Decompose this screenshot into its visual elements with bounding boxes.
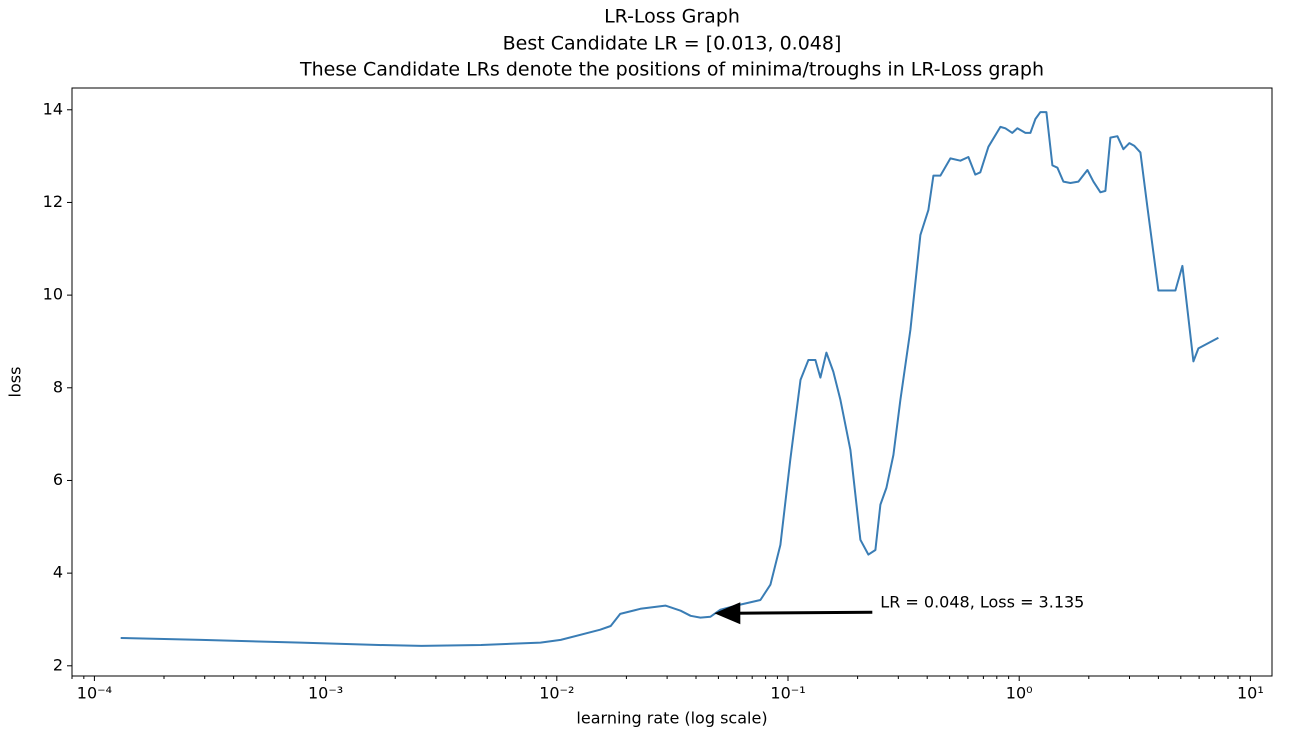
data-line: [120, 111, 1219, 647]
y-tick-label: 12: [43, 192, 63, 211]
y-tick-label: 8: [53, 377, 63, 396]
y-tick-label: 4: [53, 563, 63, 582]
x-tick-label: 10⁻²: [539, 684, 574, 703]
x-tick-label: 10⁰: [1006, 684, 1033, 703]
y-tick-label: 2: [53, 655, 63, 674]
x-tick-label: 10¹: [1237, 684, 1264, 703]
y-tick-label: 14: [43, 99, 63, 118]
x-tick-label: 10⁻³: [308, 684, 343, 703]
y-tick-label: 10: [43, 285, 63, 304]
annotation-arrow: [734, 610, 873, 615]
y-tick-label: 6: [53, 470, 63, 489]
y-axis-label: loss: [6, 367, 25, 398]
chart-subtitle: Best Candidate LR = [0.013, 0.048]: [503, 33, 842, 55]
annotation-text: LR = 0.048, Loss = 3.135: [880, 593, 1084, 612]
chart-title: LR-Loss Graph: [604, 6, 740, 28]
x-tick-label: 10⁻¹: [770, 684, 805, 703]
chart-subtitle: These Candidate LRs denote the positions…: [299, 59, 1044, 81]
annotation-arrowhead: [714, 602, 741, 625]
plot-frame: [71, 87, 1273, 677]
x-tick-label: 10⁻⁴: [77, 684, 112, 703]
x-axis-label: learning rate (log scale): [576, 709, 767, 728]
